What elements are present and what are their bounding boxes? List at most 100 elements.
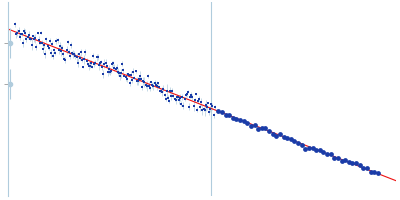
- Point: [298, 143, 305, 147]
- Point: [36, 42, 43, 45]
- Point: [70, 52, 76, 56]
- Point: [73, 56, 80, 59]
- Point: [233, 118, 240, 121]
- Point: [63, 49, 70, 52]
- Point: [46, 39, 53, 42]
- Point: [346, 161, 352, 164]
- Point: [177, 96, 183, 99]
- Point: [134, 80, 140, 83]
- Point: [331, 156, 338, 159]
- Point: [280, 135, 287, 138]
- Point: [50, 54, 56, 57]
- Point: [209, 105, 216, 108]
- Point: [91, 62, 98, 66]
- Point: [204, 106, 210, 109]
- Point: [368, 171, 374, 174]
- Point: [156, 85, 162, 88]
- Point: [124, 73, 131, 76]
- Point: [118, 72, 124, 75]
- Point: [132, 70, 139, 73]
- Point: [79, 58, 85, 61]
- Point: [48, 52, 54, 55]
- Point: [180, 104, 187, 107]
- Point: [162, 97, 169, 100]
- Point: [371, 170, 378, 173]
- Point: [176, 98, 182, 101]
- Point: [152, 83, 159, 86]
- Point: [230, 116, 236, 119]
- Point: [364, 167, 370, 170]
- Point: [34, 32, 41, 35]
- Point: [58, 49, 64, 52]
- Point: [135, 79, 141, 83]
- Point: [12, 23, 18, 26]
- Point: [33, 45, 40, 49]
- Point: [208, 103, 214, 106]
- Point: [76, 53, 82, 56]
- Point: [161, 93, 168, 97]
- Point: [81, 58, 88, 61]
- Point: [205, 101, 211, 105]
- Point: [335, 157, 341, 160]
- Point: [40, 48, 46, 51]
- Point: [59, 46, 65, 49]
- Point: [142, 83, 149, 86]
- Point: [80, 65, 86, 69]
- Point: [32, 37, 38, 40]
- Point: [116, 71, 122, 74]
- Point: [164, 89, 170, 92]
- Point: [97, 62, 103, 65]
- Point: [62, 58, 68, 61]
- Point: [291, 139, 298, 143]
- Point: [111, 66, 118, 69]
- Point: [90, 54, 96, 57]
- Point: [146, 84, 152, 87]
- Point: [141, 81, 148, 84]
- Point: [31, 37, 37, 40]
- Point: [284, 136, 290, 139]
- Point: [71, 52, 78, 55]
- Point: [154, 84, 160, 87]
- Point: [159, 90, 166, 93]
- Point: [313, 148, 320, 151]
- Point: [353, 162, 359, 165]
- Point: [219, 110, 225, 113]
- Point: [21, 29, 27, 32]
- Point: [212, 105, 218, 108]
- Point: [92, 61, 99, 64]
- Point: [52, 51, 58, 55]
- Point: [114, 67, 120, 70]
- Point: [87, 64, 93, 67]
- Point: [187, 95, 193, 98]
- Point: [108, 69, 114, 72]
- Point: [200, 107, 207, 111]
- Point: [320, 151, 327, 154]
- Point: [190, 104, 197, 107]
- Point: [26, 33, 32, 36]
- Point: [117, 74, 123, 77]
- Point: [22, 31, 28, 35]
- Point: [67, 54, 73, 57]
- Point: [174, 96, 180, 99]
- Point: [139, 85, 146, 89]
- Point: [82, 50, 89, 53]
- Point: [114, 70, 121, 74]
- Point: [15, 30, 22, 33]
- Point: [195, 100, 201, 103]
- Point: [328, 153, 334, 156]
- Point: [53, 40, 60, 43]
- Point: [13, 33, 20, 36]
- Point: [172, 99, 179, 102]
- Point: [222, 113, 229, 116]
- Point: [94, 56, 101, 59]
- Point: [248, 125, 254, 128]
- Point: [189, 95, 196, 98]
- Point: [295, 141, 301, 144]
- Point: [29, 43, 35, 46]
- Point: [74, 61, 81, 64]
- Point: [202, 108, 208, 111]
- Point: [182, 94, 189, 97]
- Point: [206, 110, 212, 113]
- Point: [106, 68, 112, 71]
- Point: [194, 108, 200, 111]
